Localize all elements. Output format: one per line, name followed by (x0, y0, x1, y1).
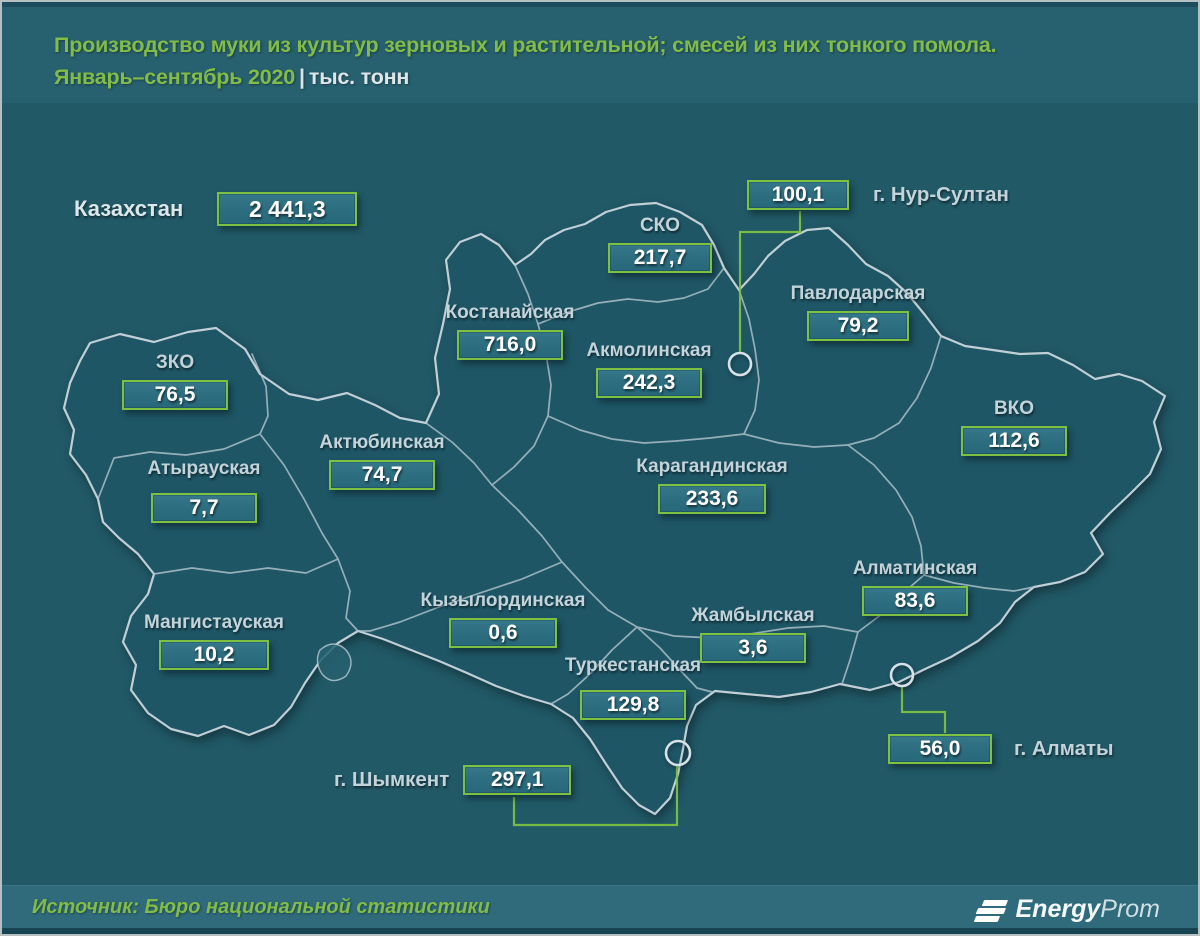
region-value-box: 74,7 (329, 460, 435, 490)
region-name: Карагандинская (636, 456, 788, 477)
region-value: 74,7 (361, 463, 403, 486)
city-nur-sultan: 100,1 г. Нур-Султан (747, 180, 1009, 210)
country-label: Казахстан (74, 196, 184, 221)
region-value: 7,7 (189, 496, 219, 519)
region-value: 79,2 (837, 314, 879, 337)
country-total: Казахстан 2 441,3 (74, 192, 358, 226)
region-vko: ВКО 112,6 (938, 398, 1090, 456)
city-value-box: 100,1 (747, 180, 849, 210)
region-karagandinskaya: Карагандинская 233,6 (630, 456, 794, 514)
top-strip (2, 2, 1198, 7)
almaty-marker-icon (889, 662, 915, 688)
region-aktyubinskaya: Актюбинская 74,7 (302, 432, 462, 490)
region-turkestanskaya: Туркестанская 129,8 (552, 655, 714, 720)
shymkent-connector (512, 766, 679, 827)
region-zhambylskaya: Жамбылская 3,6 (674, 605, 832, 663)
region-name: Кызылординская (420, 590, 586, 611)
country-value: 2 441,3 (248, 195, 326, 222)
region-value-box: 0,6 (449, 618, 557, 648)
region-name: Мангистауская (144, 612, 284, 633)
logo-text-light: Prom (1100, 895, 1160, 923)
nur-sultan-marker-icon (727, 351, 753, 377)
region-value-box: 716,0 (457, 330, 563, 360)
region-value-box: 7,7 (151, 493, 257, 523)
logo-text: EnergyProm (1016, 895, 1161, 924)
region-value-box: 217,7 (608, 243, 712, 273)
region-kyzylordinskaya: Кызылординская 0,6 (417, 590, 589, 648)
stacked-bars-icon (973, 898, 1008, 922)
title-period: Январь–сентябрь 2020 (54, 65, 296, 89)
region-name: ВКО (993, 398, 1035, 419)
region-value: 76,5 (154, 383, 196, 406)
city-value: 297,1 (490, 768, 544, 791)
region-value-box: 129,8 (580, 690, 686, 720)
region-value: 0,6 (488, 621, 518, 644)
region-value-box: 79,2 (807, 311, 909, 341)
region-name: Актюбинская (319, 432, 445, 453)
title-separator: | (299, 65, 305, 89)
region-value-box: 3,6 (700, 633, 806, 663)
city-value: 56,0 (919, 737, 961, 760)
region-value: 217,7 (633, 246, 687, 269)
region-pavlodarskaya: Павлодарская 79,2 (772, 283, 944, 341)
region-mangistauskaya: Мангистауская 10,2 (130, 612, 298, 670)
country-value-box: 2 441,3 (217, 192, 358, 226)
region-borders (97, 264, 1035, 705)
region-value-box: 112,6 (961, 426, 1067, 456)
region-name: Павлодарская (790, 283, 926, 304)
region-value: 10,2 (193, 643, 235, 666)
region-value: 112,6 (988, 429, 1040, 452)
region-name: Туркестанская (564, 655, 702, 676)
region-value: 3,6 (738, 636, 768, 659)
footer: Источник: Бюро национальной статистики E… (2, 885, 1198, 933)
city-label: г. Шымкент (334, 768, 450, 791)
region-name: Алматинская (852, 558, 978, 579)
region-name: Атырауская (147, 458, 261, 479)
city-label: г. Алматы (1014, 737, 1114, 760)
region-value: 129,8 (606, 693, 660, 716)
region-zko: ЗКО 76,5 (99, 352, 251, 410)
region-value-box: 76,5 (122, 380, 228, 410)
region-atyrauskaya: Атырауская 7,7 (128, 458, 280, 523)
shymkent-marker-icon (664, 739, 692, 767)
region-name: Жамбылская (691, 605, 815, 626)
city-shymkent: г. Шымкент 297,1 (334, 765, 572, 795)
city-value-box: 297,1 (463, 765, 572, 795)
region-value-box: 233,6 (658, 484, 766, 514)
region-name: Акмолинская (586, 340, 712, 361)
city-label: г. Нур-Султан (873, 183, 1009, 206)
page-title: Производство муки из культур зерновых и … (54, 29, 1164, 93)
logo-text-bold: Energy (1015, 895, 1101, 923)
title-unit: тыс. тонн (308, 65, 410, 89)
region-name: СКО (639, 215, 681, 236)
aral-sea (316, 643, 352, 682)
title-line1: Производство муки из культур зерновых и … (54, 33, 997, 57)
energyprom-logo: EnergyProm (973, 895, 1161, 924)
region-value-box: 242,3 (596, 368, 702, 398)
region-value: 242,3 (622, 371, 676, 394)
nur-sultan-connector (738, 211, 802, 352)
source-text: Источник: Бюро национальной статистики (32, 896, 490, 918)
region-almatinskaya: Алматинская 83,6 (834, 558, 996, 616)
region-name: Костанайская (445, 302, 575, 323)
region-akmolinskaya: Акмолинская 242,3 (568, 340, 730, 398)
city-value-box: 56,0 (888, 734, 992, 764)
city-almaty: 56,0 г. Алматы (888, 734, 1114, 764)
bottom-strip (2, 928, 1198, 934)
region-value-box: 83,6 (862, 586, 968, 616)
country-outline (62, 201, 1167, 816)
region-kostanayskaya: Костанайская 716,0 (426, 302, 594, 360)
city-value: 100,1 (771, 183, 825, 206)
almaty-connector (900, 687, 947, 733)
region-sko: СКО 217,7 (585, 215, 735, 273)
region-value-box: 10,2 (159, 640, 269, 670)
header: Производство муки из культур зерновых и … (2, 7, 1198, 103)
region-name: ЗКО (155, 352, 195, 373)
region-value: 233,6 (685, 487, 739, 510)
region-value: 716,0 (483, 333, 537, 356)
region-value: 83,6 (894, 589, 936, 612)
